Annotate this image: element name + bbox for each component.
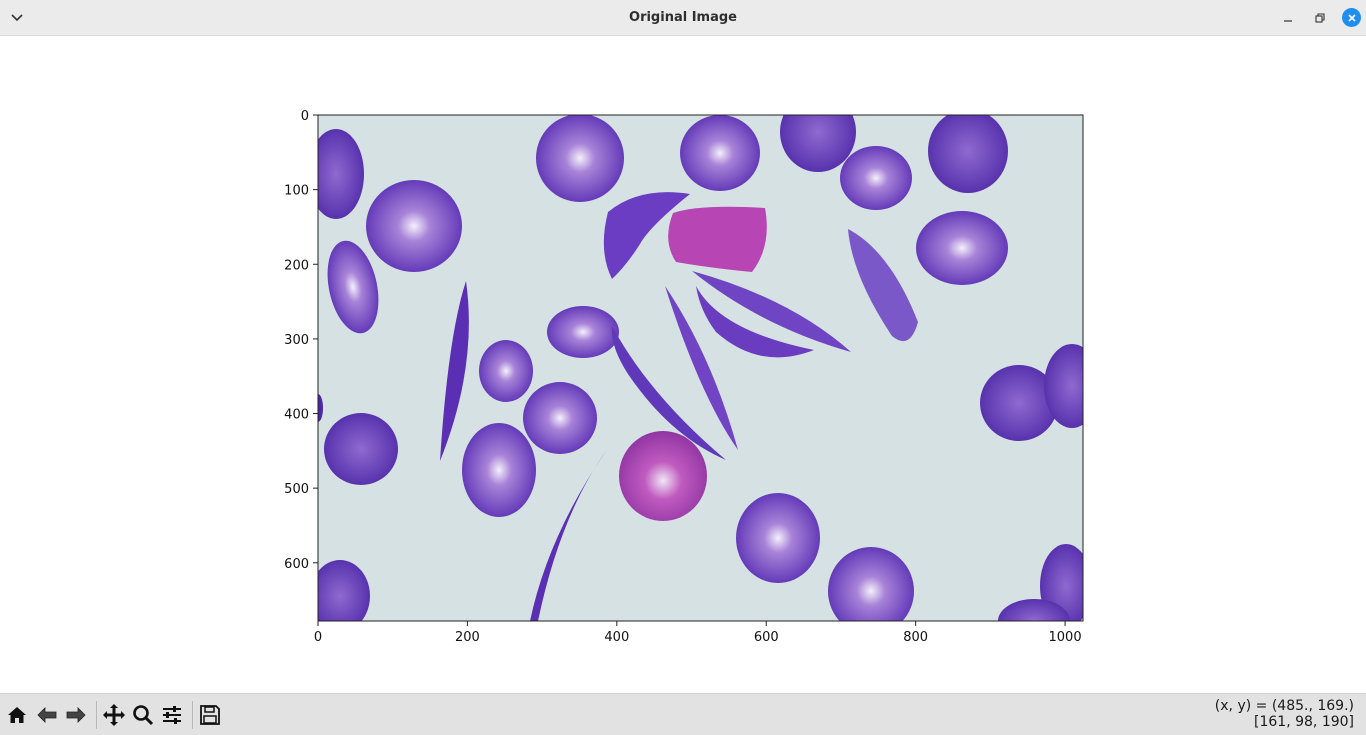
x-tick-label: 600 [754,630,779,645]
close-icon[interactable] [1342,8,1361,27]
save-icon[interactable] [197,702,223,728]
title-bar: Original Image [0,0,1366,36]
back-icon[interactable] [34,702,60,728]
axes-frame [317,114,1084,622]
toolbar: (x, y) = (485., 169.) [161, 98, 190] [0,693,1366,735]
pan-icon[interactable] [101,702,127,728]
toolbar-separator [192,701,193,729]
toolbar-separator [96,701,97,729]
y-tick-label: 200 [284,258,309,273]
x-tick-label: 1000 [1049,630,1082,645]
y-tick-label: 0 [301,109,309,124]
x-axis: 0 200 400 600 800 1000 [314,621,1082,645]
y-tick-label: 100 [284,184,309,199]
home-icon[interactable] [4,702,30,728]
y-tick-label: 500 [284,482,309,497]
configure-subplots-icon[interactable] [159,702,185,728]
blood-smear-image [318,115,1083,621]
x-tick-label: 0 [314,630,322,645]
y-tick-label: 600 [284,557,309,572]
y-tick-label: 300 [284,333,309,348]
y-tick-label: 400 [284,408,309,423]
chevron-down-icon[interactable] [8,9,26,27]
forward-icon[interactable] [63,702,89,728]
zoom-icon[interactable] [130,702,156,728]
x-tick-label: 200 [455,630,480,645]
window-title: Original Image [629,10,737,25]
coords-xy: (x, y) = (485., 169.) [1214,698,1354,714]
y-axis: 0 100 200 300 400 500 600 [284,109,318,572]
x-tick-label: 400 [604,630,629,645]
coords-rgb: [161, 98, 190] [1254,714,1354,730]
plot-svg: 0 200 400 600 800 1000 0 100 200 300 400 500 600 [284,109,1084,645]
minimize-icon[interactable] [1279,9,1297,27]
x-tick-label: 800 [903,630,928,645]
figure-canvas[interactable]: 0 200 400 600 800 1000 0 100 200 300 400 500 600 [0,36,1366,693]
cursor-coordinates: (x, y) = (485., 169.) [161, 98, 190] [1215,698,1354,730]
restore-icon[interactable] [1311,9,1329,27]
